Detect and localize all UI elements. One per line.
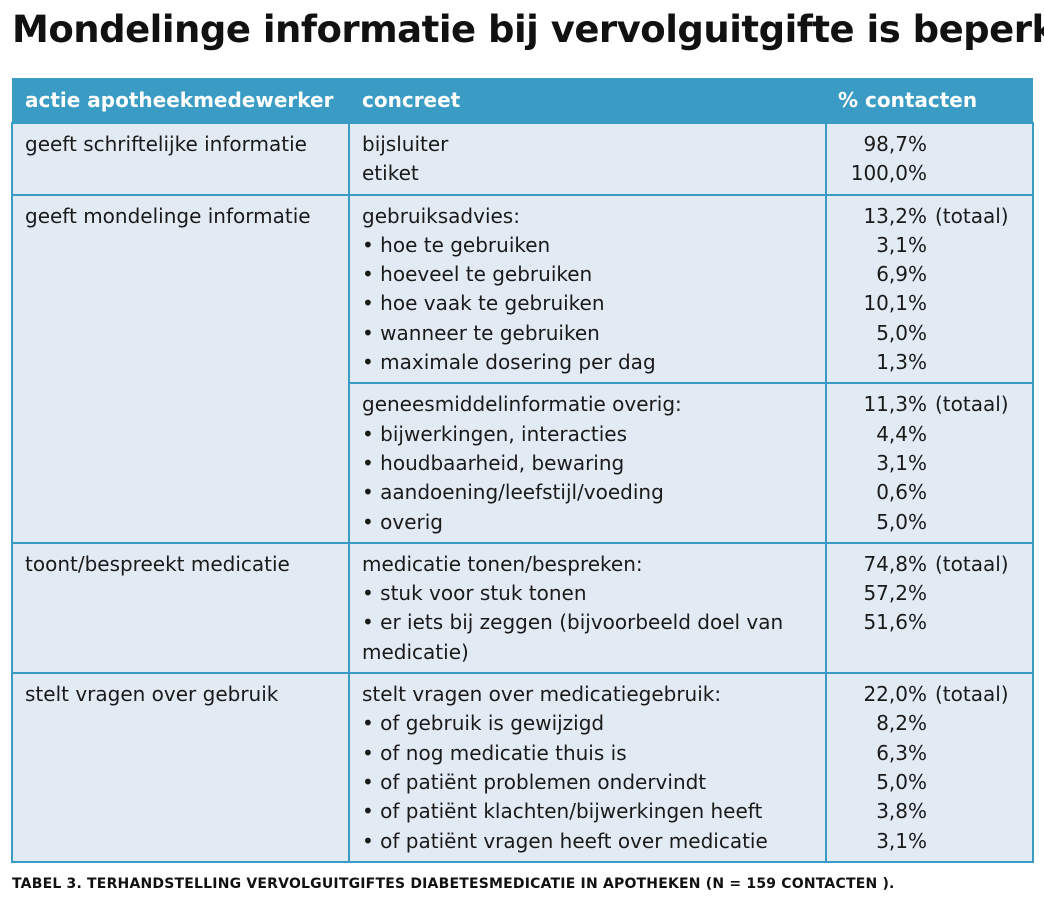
page-title: Mondelinge informatie bij vervolguitgift… <box>12 8 1044 51</box>
percentage-value: 3,1% <box>876 828 927 853</box>
percentage-value: 57,2% <box>863 581 927 606</box>
table-row: geeft schriftelijke informatie bijsluite… <box>11 122 1034 196</box>
action-cell: toont/bespreekt medicatie <box>11 541 350 675</box>
concrete-item: • of gebruik is gewijzigd <box>362 711 605 736</box>
percentage-value: 74,8% <box>863 551 927 576</box>
table-header-row: actie apotheekmedewerker concreet % cont… <box>12 78 1033 123</box>
action-cell: stelt vragen over gebruik <box>11 672 350 863</box>
concrete-cell: geneesmiddelinformatie overig: • bijwerk… <box>348 382 827 544</box>
concrete-item: • overig <box>362 509 444 534</box>
concrete-item: • of patiënt vragen heeft over medicatie <box>362 828 768 853</box>
total-note: (totaal) <box>935 551 1009 576</box>
concrete-item: stelt vragen over medicatiegebruik: <box>362 682 722 707</box>
percentage-value: 11,3% <box>863 392 927 417</box>
percentage-value: 51,6% <box>863 610 927 635</box>
concrete-cell: bijsluiter etiket <box>348 122 827 196</box>
percentage-cell: 22,0% (totaal) 8,2% 6,3% 5,0% 3,8% 3,1% <box>825 672 1034 863</box>
concrete-item: • stuk voor stuk tonen <box>362 581 587 606</box>
percentage-cell: 11,3% (totaal) 4,4% 3,1% 0,6% 5,0% <box>825 382 1034 544</box>
table-row: geneesmiddelinformatie overig: • bijwerk… <box>12 382 1034 544</box>
concrete-item: geneesmiddelinformatie overig: <box>362 392 682 417</box>
percentage-value: 1,3% <box>876 350 927 375</box>
concrete-item: • of patiënt problemen ondervindt <box>362 769 707 794</box>
concrete-item: etiket <box>362 161 419 186</box>
concrete-item: • houdbaarheid, bewaring <box>362 450 625 475</box>
concrete-item: • wanneer te gebruiken <box>362 320 600 345</box>
concrete-item: • hoeveel te gebruiken <box>362 262 593 287</box>
percentage-value: 0,6% <box>876 480 927 505</box>
percentage-value: 10,1% <box>863 291 927 316</box>
total-note: (totaal) <box>935 682 1009 707</box>
percentage-value: 5,0% <box>876 320 927 345</box>
action-cell: geeft mondelinge informatie <box>11 193 350 544</box>
concrete-item: • of nog medicatie thuis is <box>362 740 627 765</box>
total-note: (totaal) <box>935 392 1009 417</box>
concrete-cell: stelt vragen over medicatiegebruik: • of… <box>348 672 827 863</box>
percentage-cell: 98,7% 100,0% <box>825 122 1034 196</box>
concrete-item: medicatie tonen/bespreken: <box>362 551 643 576</box>
percentage-value: 5,0% <box>876 509 927 534</box>
data-table: actie apotheekmedewerker concreet % cont… <box>11 78 1034 863</box>
table-row: stelt vragen over gebruik stelt vragen o… <box>11 672 1034 863</box>
concrete-item: • hoe te gebruiken <box>362 232 551 257</box>
column-header-percentage: % contacten <box>826 78 1033 123</box>
percentage-cell: 13,2% (totaal) 3,1% 6,9% 10,1% 5,0% 1,3% <box>825 193 1034 385</box>
percentage-value: 4,4% <box>876 421 927 446</box>
concrete-item: • of patiënt klachten/bijwerkingen heeft <box>362 799 763 824</box>
column-header-action: actie apotheekmedewerker <box>12 78 349 123</box>
percentage-value: 5,0% <box>876 769 927 794</box>
table-row: geeft mondelinge informatie gebruiksadvi… <box>11 193 1034 544</box>
concrete-item: • aandoening/leefstijl/voeding <box>362 480 664 505</box>
concrete-item: • maximale dosering per dag <box>362 350 656 375</box>
percentage-value: 98,7% <box>863 132 927 156</box>
column-header-concrete: concreet <box>349 78 826 123</box>
table-row: toont/bespreekt medicatie medicatie tone… <box>11 541 1034 675</box>
percentage-value: 3,1% <box>876 450 927 475</box>
concrete-item: • er iets bij zeggen (bijvoorbeeld doel … <box>362 610 784 664</box>
action-cell: geeft schriftelijke informatie <box>11 122 350 196</box>
concrete-item: • hoe vaak te gebruiken <box>362 291 605 316</box>
percentage-value: 6,3% <box>876 740 927 765</box>
percentage-value: 22,0% <box>863 682 927 707</box>
concrete-cell: medicatie tonen/bespreken: • stuk voor s… <box>348 541 827 675</box>
percentage-value: 100,0% <box>850 161 927 186</box>
concrete-item: bijsluiter <box>362 132 449 156</box>
percentage-value: 3,8% <box>876 799 927 824</box>
concrete-item: gebruiksadvies: <box>362 203 520 228</box>
percentage-value: 6,9% <box>876 262 927 287</box>
concrete-item: • bijwerkingen, interacties <box>362 421 628 446</box>
percentage-value: 3,1% <box>876 232 927 257</box>
concrete-cell: gebruiksadvies: • hoe te gebruiken • hoe… <box>348 193 827 385</box>
table-caption: TABEL 3. TERHANDSTELLING VERVOLGUITGIFTE… <box>12 876 895 892</box>
percentage-cell: 74,8% (totaal) 57,2% 51,6% <box>825 541 1034 675</box>
percentage-value: 8,2% <box>876 711 927 736</box>
total-note: (totaal) <box>935 203 1009 228</box>
percentage-value: 13,2% <box>863 203 927 228</box>
